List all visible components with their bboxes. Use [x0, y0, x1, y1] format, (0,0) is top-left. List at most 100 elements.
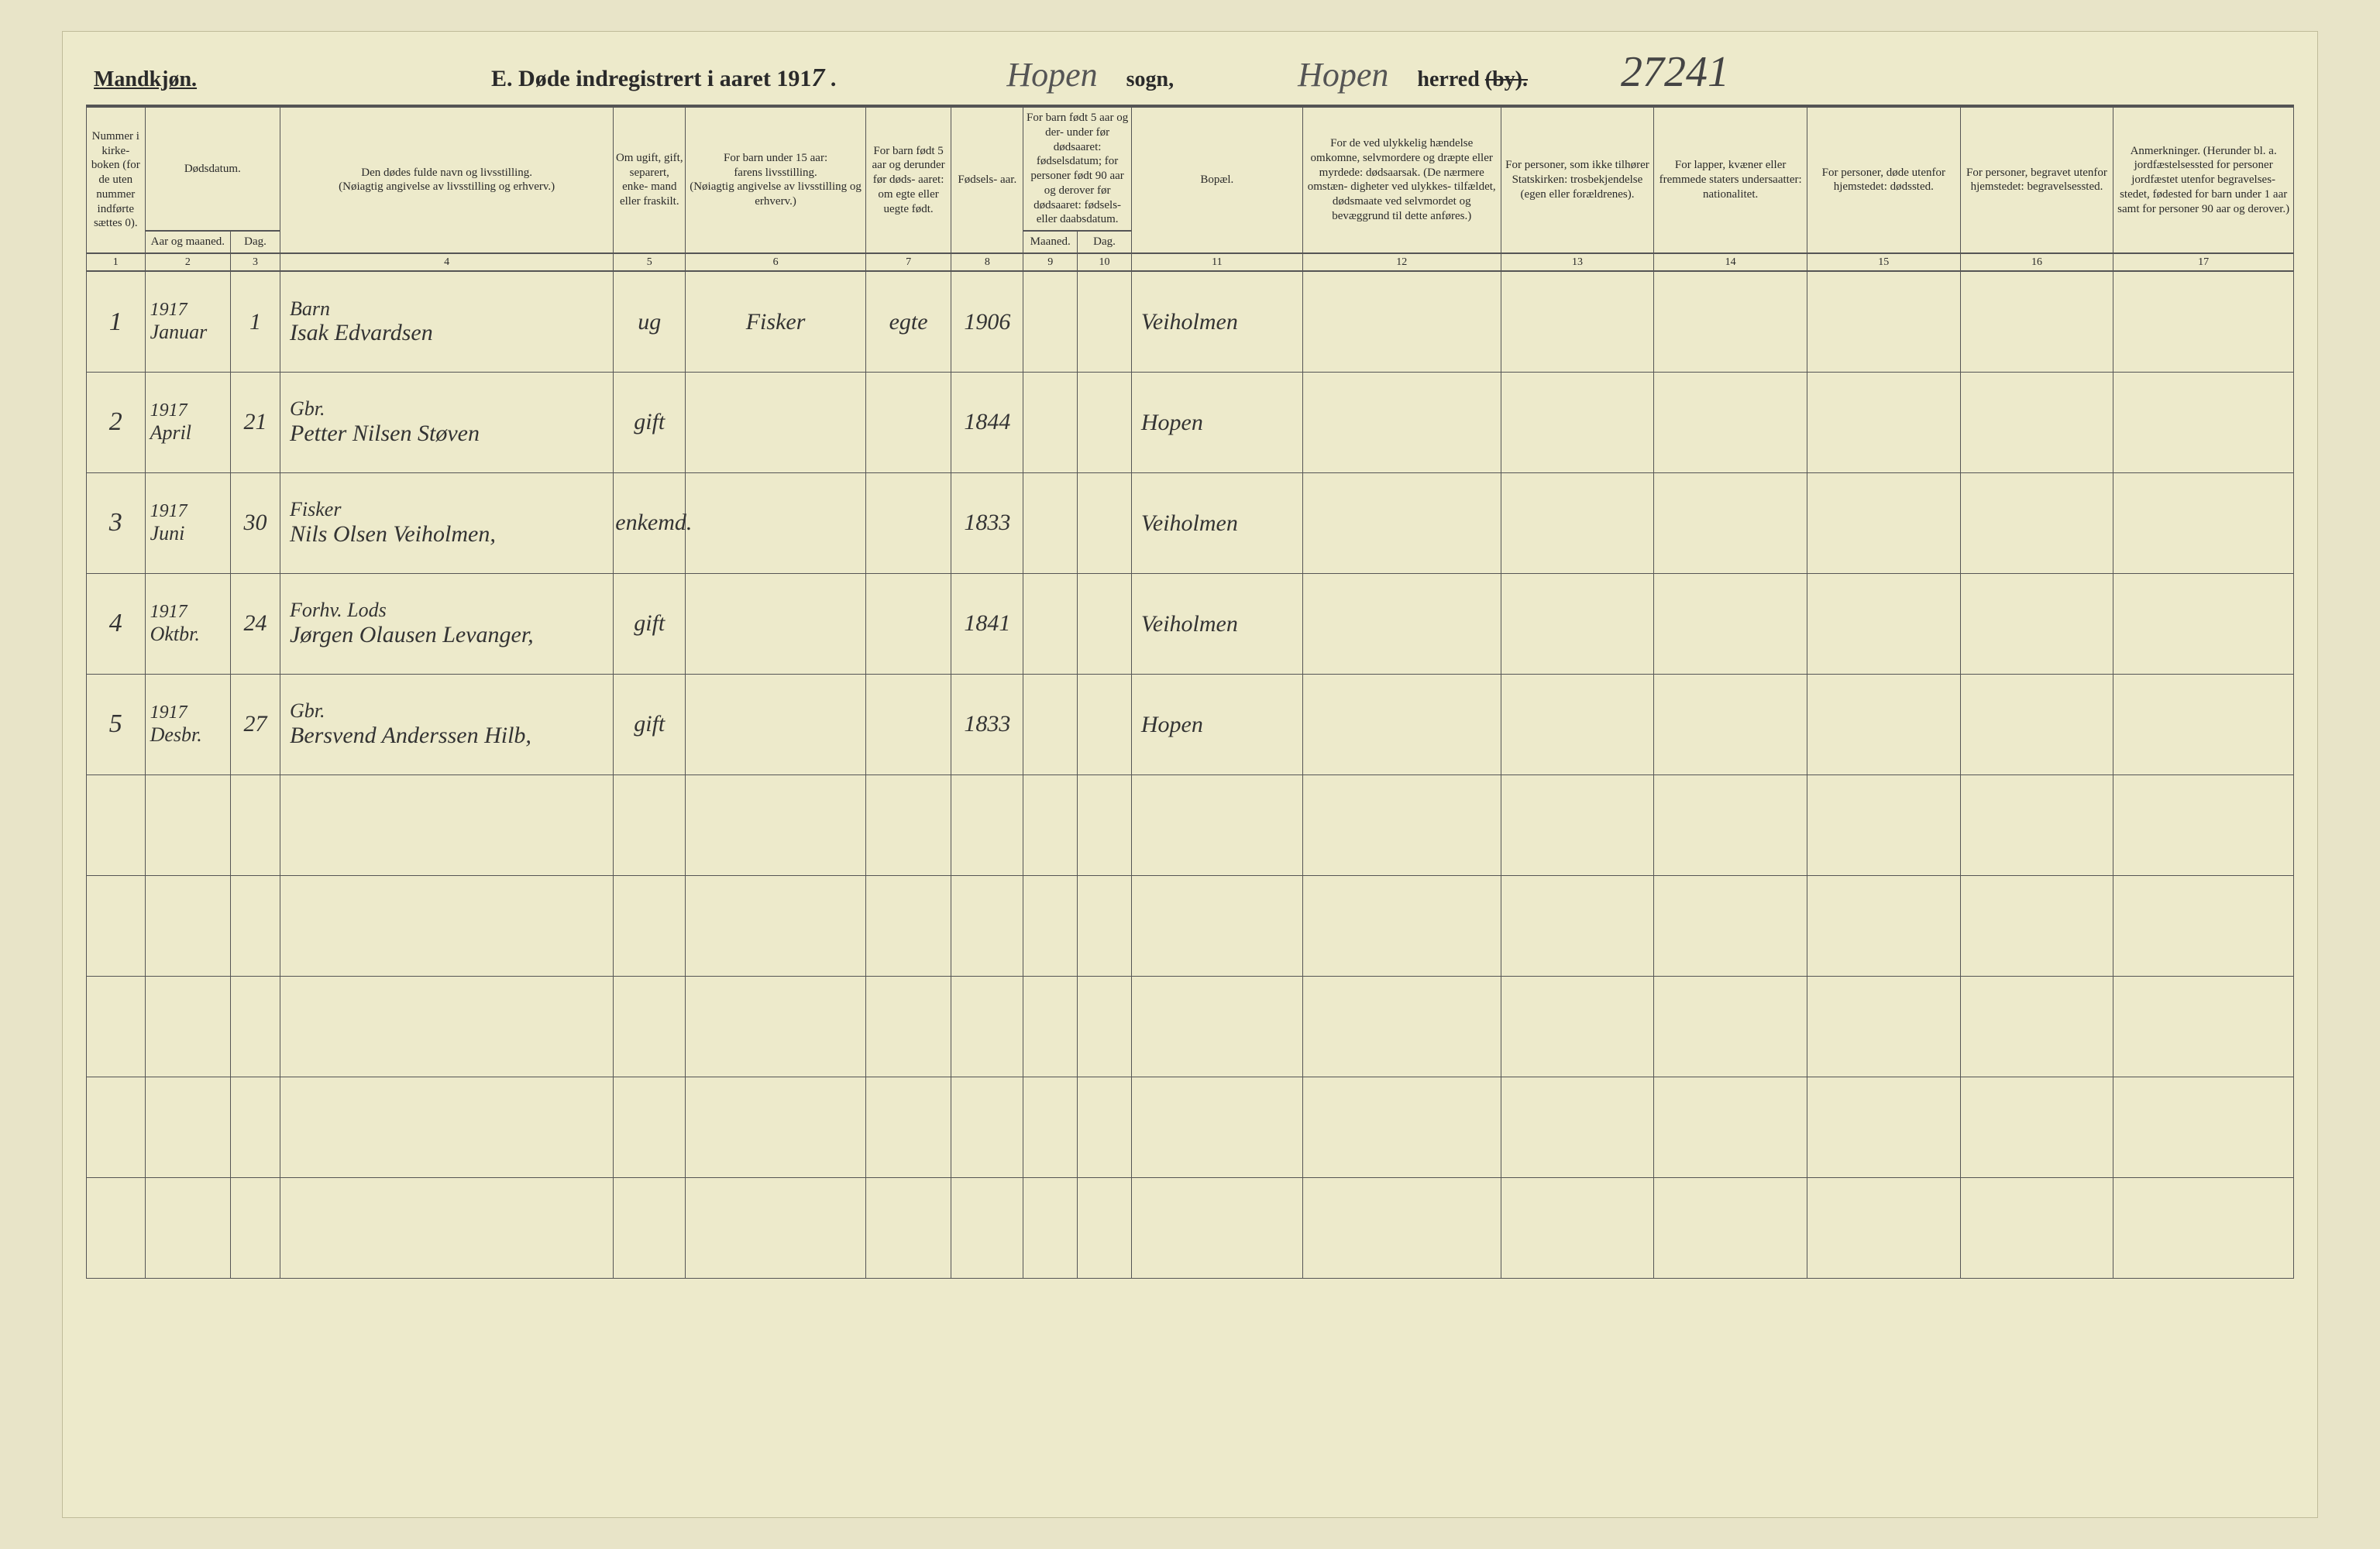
cell-empty: [1501, 1177, 1654, 1278]
herred-label-a: herred: [1417, 67, 1479, 91]
cell-12: [1302, 472, 1501, 573]
cell-13: [1501, 674, 1654, 774]
cell-empty: [1131, 1077, 1302, 1177]
cell-year-month: 1917Desbr.: [145, 674, 230, 774]
cell-empty: [1807, 774, 1960, 875]
cell-empty: [1960, 1077, 2113, 1177]
table-row-empty: [87, 875, 2294, 976]
header-colnums: 1 2 3 4 5 6 7 8 9 10 11 12 13 14 15 16 1…: [87, 253, 2294, 272]
cell-16: [1960, 271, 2113, 372]
form-title: E. Døde indregistrert i aaret 1917 .: [491, 64, 836, 93]
table-row-empty: [87, 774, 2294, 875]
year-suffix: 7: [811, 64, 824, 93]
cell-bopel: Veiholmen: [1131, 472, 1302, 573]
cell-empty: [1131, 875, 1302, 976]
cell-birthday: [1078, 573, 1132, 674]
colnum-6: 6: [686, 253, 866, 272]
cell-empty: [145, 774, 230, 875]
cell-father: Fisker: [686, 271, 866, 372]
cell-empty: [1807, 976, 1960, 1077]
cell-empty: [231, 1077, 280, 1177]
cell-15: [1807, 372, 1960, 472]
col-6-header: For barn under 15 aar: farens livsstilli…: [686, 107, 866, 253]
cell-status: enkemd.: [614, 472, 686, 573]
cell-empty: [1078, 1077, 1132, 1177]
cell-empty: [1960, 875, 2113, 976]
cell-empty: [1131, 1177, 1302, 1278]
cell-empty: [686, 1177, 866, 1278]
cell-day: 1: [231, 271, 280, 372]
cell-empty: [231, 875, 280, 976]
col-8-header: Fødsels- aar.: [951, 107, 1023, 253]
cell-empty: [1131, 976, 1302, 1077]
cell-empty: [1023, 1077, 1078, 1177]
col-14-header: For lapper, kvæner eller fremmede stater…: [1654, 107, 1807, 253]
cell-empty: [1654, 875, 1807, 976]
cell-empty: [614, 1077, 686, 1177]
col-3-sub: Dag.: [231, 231, 280, 253]
colnum-15: 15: [1807, 253, 1960, 272]
col-9-10-top: For barn født 5 aar og der- under før dø…: [1023, 107, 1132, 231]
cell-name: Gbr.Bersvend Anderssen Hilb,: [280, 674, 614, 774]
herred-value: Hopen: [1298, 56, 1388, 94]
cell-father: [686, 573, 866, 674]
cell-year-month: 1917Oktbr.: [145, 573, 230, 674]
cell-empty: [614, 875, 686, 976]
cell-empty: [1960, 1177, 2113, 1278]
col-6c: (Nøiagtig angivelse av livsstilling og e…: [690, 180, 862, 208]
colnum-2: 2: [145, 253, 230, 272]
cell-12: [1302, 372, 1501, 472]
colnum-11: 11: [1131, 253, 1302, 272]
cell-egte: egte: [865, 271, 951, 372]
cell-empty: [951, 774, 1023, 875]
cell-birthmonth: [1023, 271, 1078, 372]
cell-17: [2113, 472, 2294, 573]
cell-birthyear: 1833: [951, 674, 1023, 774]
cell-father: [686, 472, 866, 573]
cell-year-month: 1917April: [145, 372, 230, 472]
cell-father: [686, 372, 866, 472]
cell-birthmonth: [1023, 472, 1078, 573]
cell-empty: [87, 976, 146, 1077]
cell-birthday: [1078, 271, 1132, 372]
cell-empty: [280, 774, 614, 875]
cell-empty: [614, 976, 686, 1077]
cell-empty: [1302, 976, 1501, 1077]
gender-label: Mandkjøn.: [94, 67, 197, 92]
cell-15: [1807, 271, 1960, 372]
cell-empty: [280, 976, 614, 1077]
cell-year-month: 1917Juni: [145, 472, 230, 573]
cell-empty: [865, 875, 951, 976]
col-13-header: For personer, som ikke tilhører Statskir…: [1501, 107, 1654, 253]
cell-name: BarnIsak Edvardsen: [280, 271, 614, 372]
cell-birthyear: 1841: [951, 573, 1023, 674]
colnum-7: 7: [865, 253, 951, 272]
col-7-header: For barn født 5 aar og derunder før døds…: [865, 107, 951, 253]
colnum-13: 13: [1501, 253, 1654, 272]
cell-num: 3: [87, 472, 146, 573]
col-9-sub: Maaned.: [1023, 231, 1078, 253]
cell-bopel: Hopen: [1131, 674, 1302, 774]
cell-empty: [1302, 875, 1501, 976]
cell-egte: [865, 573, 951, 674]
header-row-1: Nummer i kirke- boken (for de uten numme…: [87, 107, 2294, 231]
cell-day: 21: [231, 372, 280, 472]
colnum-5: 5: [614, 253, 686, 272]
cell-day: 24: [231, 573, 280, 674]
cell-15: [1807, 674, 1960, 774]
herred-block: Hopen herred (by).: [1298, 55, 1528, 94]
cell-empty: [87, 774, 146, 875]
cell-empty: [2113, 1177, 2294, 1278]
cell-empty: [1654, 1177, 1807, 1278]
cell-empty: [865, 774, 951, 875]
cell-empty: [231, 1177, 280, 1278]
cell-empty: [686, 976, 866, 1077]
col-10-sub: Dag.: [1078, 231, 1132, 253]
title-period: .: [824, 66, 836, 91]
cell-empty: [1078, 1177, 1132, 1278]
cell-num: 2: [87, 372, 146, 472]
cell-birthday: [1078, 472, 1132, 573]
col-2-sub: Aar og maaned.: [145, 231, 230, 253]
cell-empty: [280, 875, 614, 976]
table-row: 11917Januar1BarnIsak EdvardsenugFiskereg…: [87, 271, 2294, 372]
